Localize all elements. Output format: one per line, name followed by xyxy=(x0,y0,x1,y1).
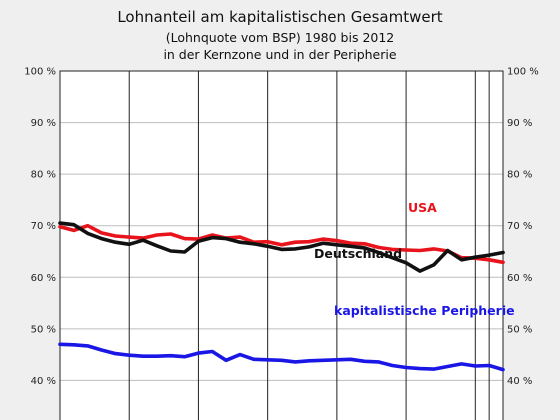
y-tick-label-right: 50 % xyxy=(507,324,532,335)
y-tick-label-right: 100 % xyxy=(507,67,539,78)
chart-subtitle-1: (Lohnquote vom BSP) 1980 bis 2012 xyxy=(165,30,395,45)
chart-subtitle-2: in der Kernzone und in der Peripherie xyxy=(163,47,397,62)
y-tick-label-left: 80 % xyxy=(31,170,56,181)
y-tick-label-right: 80 % xyxy=(507,170,532,181)
y-tick-label-left: 40 % xyxy=(31,376,56,387)
y-tick-label-right: 60 % xyxy=(507,273,532,284)
y-tick-label-left: 60 % xyxy=(31,273,56,284)
series-label: Deutschland xyxy=(314,246,402,261)
y-tick-label-left: 50 % xyxy=(31,324,56,335)
series-label: USA xyxy=(408,200,437,215)
series-line-usa xyxy=(58,223,505,265)
y-tick-label-right: 90 % xyxy=(507,118,532,129)
series-line-deutschland xyxy=(58,221,505,273)
y-tick-label-left: 90 % xyxy=(31,118,56,129)
series-line-kapitalistische-peripherie xyxy=(58,342,505,372)
y-tick-label-right: 40 % xyxy=(507,376,532,387)
chart-title: Lohnanteil am kapitalistischen Gesamtwer… xyxy=(117,8,443,26)
y-tick-label-right: 70 % xyxy=(507,221,532,232)
y-tick-label-left: 100 % xyxy=(24,67,56,78)
y-tick-label-left: 70 % xyxy=(31,221,56,232)
series-label: kapitalistische Peripherie xyxy=(334,303,515,318)
